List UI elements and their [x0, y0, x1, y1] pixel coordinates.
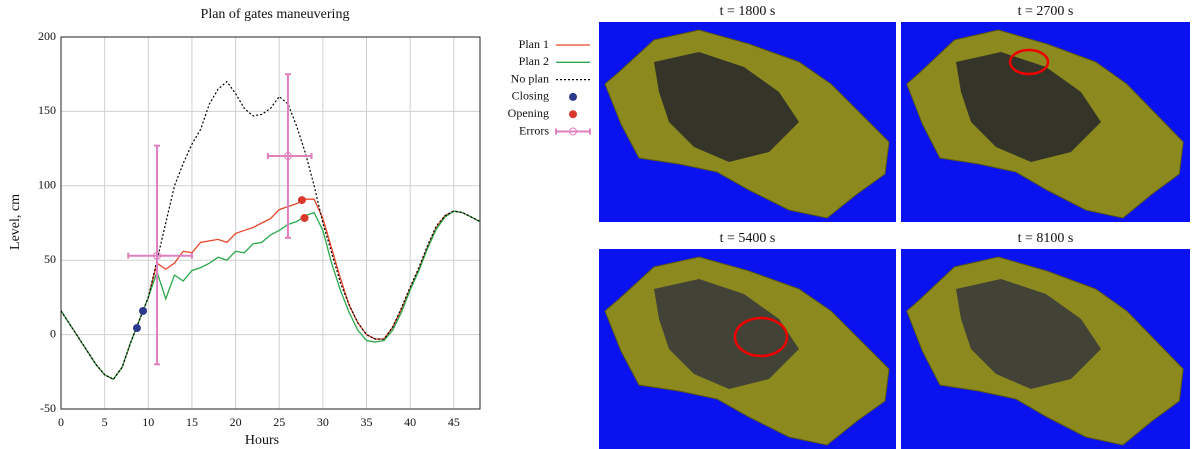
- x-tick-label: 30: [317, 415, 329, 429]
- legend-label: Errors: [519, 123, 549, 137]
- plot-frame: [60, 36, 481, 410]
- y-tick-label: 50: [44, 252, 56, 266]
- y-tick-label: 0: [50, 326, 56, 340]
- chart-title: Plan of gates maneuvering: [201, 7, 350, 22]
- y-tick-label: 100: [38, 178, 56, 192]
- map-panel: [599, 22, 896, 222]
- x-tick-label: 35: [361, 415, 373, 429]
- legend-label: Plan 2: [519, 54, 549, 68]
- panel-title: t = 1800 s: [720, 4, 776, 19]
- y-axis-title: Level, cm: [8, 194, 23, 250]
- y-tick-label: -50: [40, 401, 56, 415]
- x-tick-label: 10: [142, 415, 154, 429]
- error-center: [153, 251, 162, 260]
- series-line: [60, 210, 481, 381]
- city: [956, 52, 1101, 162]
- legend-swatch: [569, 110, 577, 119]
- x-tick-label: 15: [186, 415, 198, 429]
- panel-title: t = 2700 s: [1018, 4, 1074, 19]
- x-tick-label: 40: [404, 415, 416, 429]
- marker: [300, 213, 309, 222]
- x-tick-label: 45: [448, 415, 460, 429]
- x-tick-label: 20: [230, 415, 242, 429]
- x-axis-title: Hours: [245, 433, 279, 448]
- map-panel: [599, 249, 896, 449]
- legend-label: Plan 1: [519, 37, 549, 51]
- panel-title: t = 5400 s: [720, 231, 776, 246]
- highlight: [733, 316, 789, 358]
- map-panel: [901, 249, 1190, 449]
- marker: [139, 306, 148, 315]
- city: [654, 52, 799, 162]
- panel-title: t = 8100 s: [1018, 231, 1074, 246]
- marker: [132, 324, 141, 333]
- legend-label: Closing: [512, 89, 549, 103]
- legend-swatch: [569, 92, 577, 101]
- x-tick-label: 5: [102, 415, 108, 429]
- city: [654, 279, 799, 389]
- error-center: [283, 152, 292, 161]
- series-line: [60, 80, 481, 381]
- map-panel: [901, 22, 1190, 222]
- x-tick-label: 0: [58, 415, 64, 429]
- series-line: [60, 198, 481, 381]
- x-tick-label: 25: [273, 415, 285, 429]
- marker: [297, 196, 306, 205]
- legend-swatch: [569, 127, 577, 136]
- highlight: [1008, 48, 1050, 76]
- legend-label: No plan: [511, 71, 549, 85]
- y-tick-label: 150: [38, 103, 56, 117]
- legend-label: Opening: [508, 106, 549, 120]
- city: [956, 279, 1101, 389]
- y-tick-label: 200: [38, 29, 56, 43]
